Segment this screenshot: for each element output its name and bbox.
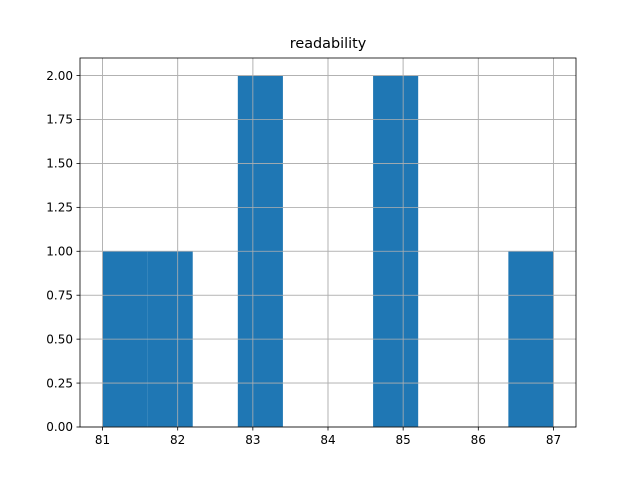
y-tick-label: 0.75 [46, 288, 73, 302]
y-tick-label: 1.75 [46, 113, 73, 127]
y-axis-ticks: 0.00 0.25 0.50 0.75 1.00 1.25 1.50 1.75 2.00 [46, 69, 80, 434]
x-tick-label: 81 [95, 433, 110, 447]
x-tick-label: 85 [396, 433, 411, 447]
histogram-bars [80, 58, 576, 428]
y-tick-label: 1.25 [46, 201, 73, 215]
x-axis-ticks: 81 82 83 84 85 86 87 [95, 427, 561, 447]
x-tick-label: 86 [471, 433, 486, 447]
x-tick-label: 84 [320, 433, 335, 447]
y-tick-label: 1.00 [46, 244, 73, 258]
y-tick-label: 0.50 [46, 332, 73, 346]
x-tick-label: 82 [170, 433, 185, 447]
x-tick-label: 87 [546, 433, 561, 447]
x-tick-label: 83 [245, 433, 260, 447]
y-tick-label: 2.00 [46, 69, 73, 83]
chart-title: readability [290, 36, 367, 52]
y-tick-label: 0.00 [46, 420, 73, 434]
y-tick-label: 0.25 [46, 376, 73, 390]
y-tick-label: 1.50 [46, 157, 73, 171]
